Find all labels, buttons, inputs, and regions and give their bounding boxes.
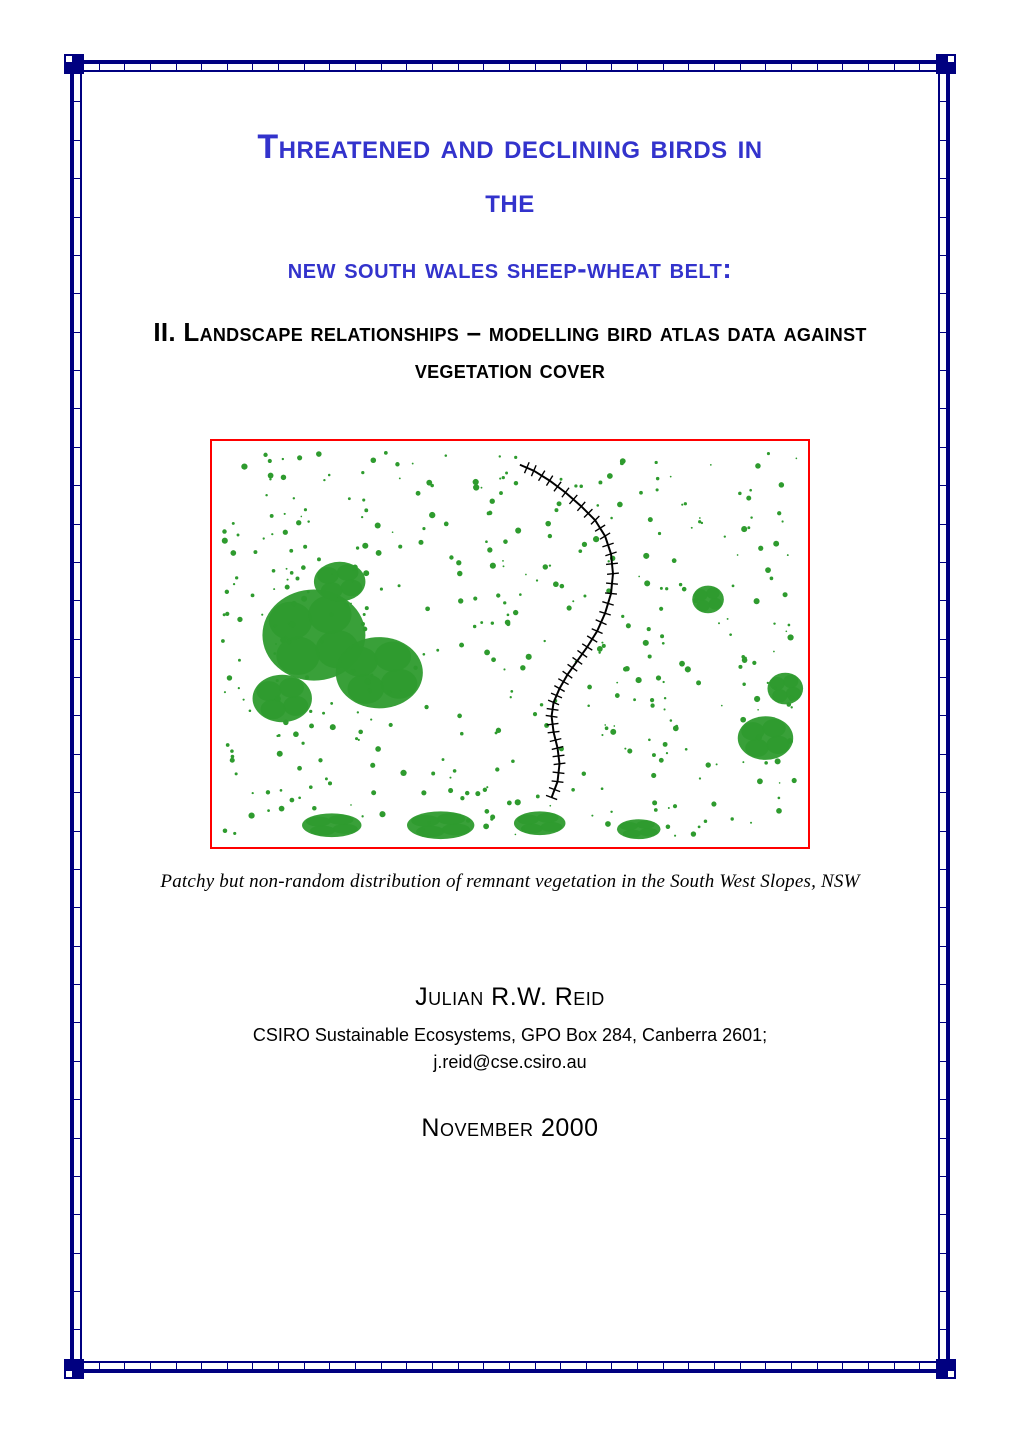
figure-container xyxy=(210,439,810,849)
corner-ornament-tl xyxy=(64,54,84,74)
corner-ornament-bl xyxy=(64,1359,84,1379)
content-area: Threatened and declining birds in the ne… xyxy=(110,100,910,1333)
vegetation-map-svg xyxy=(212,441,808,847)
border-ticks-bottom xyxy=(74,1363,946,1369)
figure-caption: Patchy but non-random distribution of re… xyxy=(110,871,910,893)
page-frame: Threatened and declining birds in the ne… xyxy=(70,60,950,1373)
title-line-1: Threatened and declining birds in xyxy=(110,120,910,174)
vegetation-map xyxy=(210,439,810,849)
corner-ornament-br xyxy=(936,1359,956,1379)
author-affiliation: CSIRO Sustainable Ecosystems, GPO Box 28… xyxy=(110,1022,910,1076)
title-line-2: the xyxy=(110,174,910,228)
publication-date: November 2000 xyxy=(110,1114,910,1143)
author-name: Julian R.W. Reid xyxy=(110,983,910,1012)
subtitle: II. Landscape relationships – modelling … xyxy=(110,314,910,389)
border-ticks-right xyxy=(940,64,946,1369)
affiliation-text: CSIRO Sustainable Ecosystems, GPO Box 28… xyxy=(253,1025,767,1045)
corner-ornament-tr xyxy=(936,54,956,74)
author-block: Julian R.W. Reid CSIRO Sustainable Ecosy… xyxy=(110,983,910,1143)
title-line-3: new south wales sheep-wheat belt: xyxy=(110,247,910,292)
main-title: Threatened and declining birds in the ne… xyxy=(110,120,910,292)
author-email: j.reid@cse.csiro.au xyxy=(433,1052,586,1072)
